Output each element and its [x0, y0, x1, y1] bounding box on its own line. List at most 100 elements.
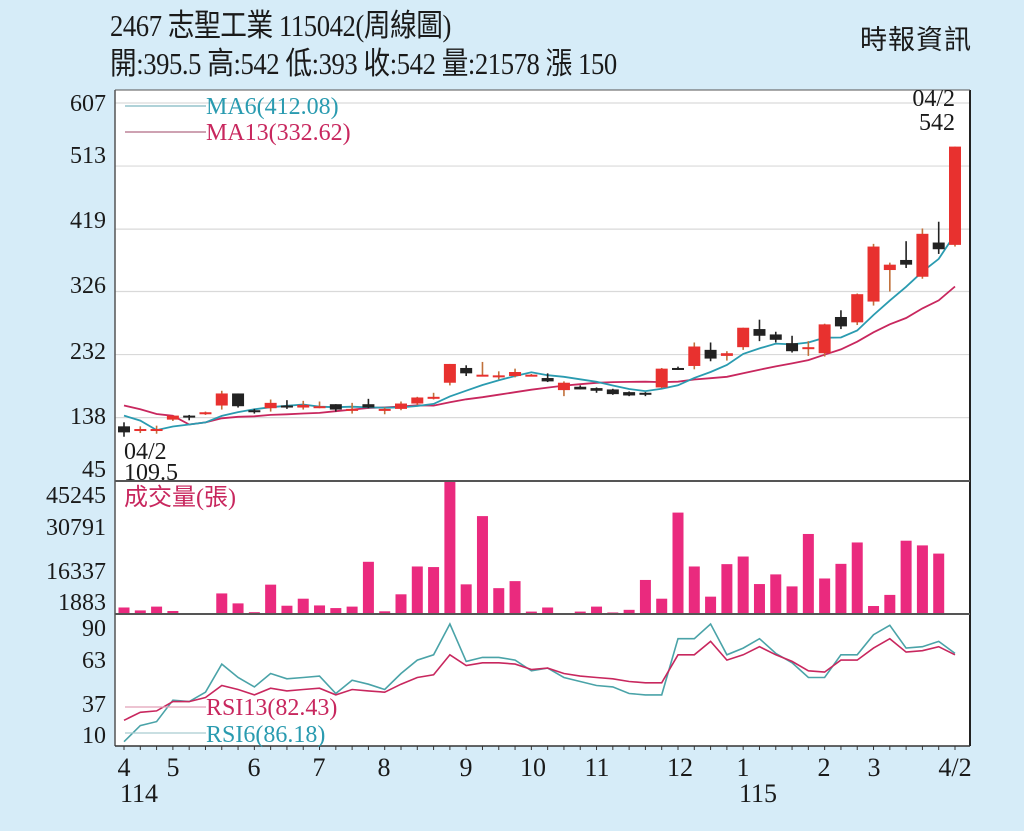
volume-bar — [314, 605, 326, 613]
low-annotation: 04/2 109.5 — [124, 439, 178, 486]
candlesticks — [118, 146, 961, 437]
volume-bar — [868, 606, 880, 613]
volume-bar — [346, 606, 358, 613]
candle — [623, 391, 636, 397]
moving-average-lines — [123, 233, 956, 432]
volume-bar — [411, 566, 423, 613]
volume-bar — [362, 561, 374, 613]
volume-bar — [444, 482, 456, 613]
candle — [672, 366, 684, 370]
volume-bar — [770, 574, 782, 613]
volume-bar — [884, 594, 896, 613]
price-panel — [115, 90, 970, 481]
candle — [411, 396, 424, 405]
candle — [183, 414, 196, 421]
candle — [280, 400, 293, 409]
svg-text:419: 419 — [70, 208, 106, 234]
svg-text:37: 37 — [82, 692, 106, 718]
svg-text:16337: 16337 — [46, 559, 106, 585]
high-annotation: 04/2 542 — [912, 86, 955, 136]
volume-bar — [835, 563, 847, 613]
svg-text:90: 90 — [82, 616, 106, 642]
volume-bar — [232, 603, 244, 613]
ma-legend: MA6(412.08) MA13(332.62) — [125, 94, 351, 146]
candle — [232, 393, 245, 408]
candle — [802, 341, 815, 356]
volume-bar — [574, 611, 586, 614]
candle — [460, 365, 473, 377]
volume-bar — [281, 605, 293, 613]
volume-bar — [395, 594, 407, 613]
svg-text:232: 232 — [70, 339, 106, 365]
svg-text:04/2: 04/2 — [912, 86, 955, 112]
volume-bar — [428, 567, 440, 613]
volume-bar — [753, 584, 765, 613]
volume-bar — [216, 593, 228, 613]
chart-title: 2467 志聖工業 115042(周線圖) — [110, 8, 451, 43]
volume-bar — [248, 612, 260, 614]
volume-bar — [134, 610, 146, 613]
svg-text:138: 138 — [70, 404, 106, 430]
candle — [329, 404, 342, 412]
volume-bar — [688, 566, 700, 613]
svg-text:542: 542 — [919, 110, 955, 136]
volume-bar — [851, 542, 863, 613]
rsi-lines — [123, 622, 956, 743]
volume-bar — [802, 533, 814, 613]
x-tick-label: 4 — [118, 753, 131, 782]
volume-bar — [265, 584, 277, 613]
x-tick-label: 6 — [248, 753, 261, 782]
candle — [215, 390, 228, 410]
svg-text:10: 10 — [82, 723, 106, 749]
volume-bar — [591, 606, 603, 613]
x-tick-label: 3 — [868, 753, 881, 782]
x-tick-label: 9 — [460, 753, 473, 782]
candle — [688, 342, 701, 370]
candle — [818, 323, 831, 357]
volume-bar — [737, 556, 749, 613]
x-tick-label: 8 — [378, 753, 391, 782]
volume-bar — [118, 607, 130, 613]
volume-bar — [705, 596, 717, 613]
volume-bar — [379, 611, 391, 613]
volume-bar — [493, 588, 505, 613]
candle — [134, 426, 147, 434]
candle — [378, 407, 391, 415]
candle — [851, 293, 864, 326]
volume-bar — [542, 607, 554, 613]
candle — [297, 400, 310, 410]
volume-bar — [721, 564, 733, 613]
volume-bar — [151, 606, 163, 613]
volume-y-axis: 45245 30791 16337 1883 — [46, 483, 106, 616]
candle — [525, 374, 538, 377]
candle — [704, 342, 717, 362]
candle — [949, 146, 961, 247]
svg-text:45: 45 — [82, 457, 106, 483]
candle — [574, 385, 587, 390]
candle — [395, 401, 407, 411]
x-tick-label: 1 — [737, 753, 750, 782]
svg-text:513: 513 — [70, 143, 106, 169]
volume-bar — [330, 608, 342, 613]
candle — [590, 387, 603, 393]
candle — [557, 381, 570, 397]
volume-bar — [623, 609, 635, 613]
x-tick-label: 10 — [520, 753, 546, 782]
volume-bar — [933, 553, 945, 613]
volume-bars — [118, 482, 945, 615]
x-year-label: 114 — [120, 779, 158, 808]
candle — [443, 363, 456, 386]
candle — [346, 402, 359, 414]
candle — [166, 415, 179, 421]
candle — [509, 368, 522, 378]
candle — [769, 331, 782, 343]
volume-bar — [476, 516, 488, 613]
candle — [932, 221, 945, 254]
svg-text:109.5: 109.5 — [124, 460, 178, 486]
rsi-legend: RSI13(82.43) RSI6(86.18) — [125, 695, 337, 748]
candle — [786, 335, 799, 353]
volume-bar — [916, 545, 928, 613]
legend-rsi6: RSI6(86.18) — [206, 722, 325, 748]
